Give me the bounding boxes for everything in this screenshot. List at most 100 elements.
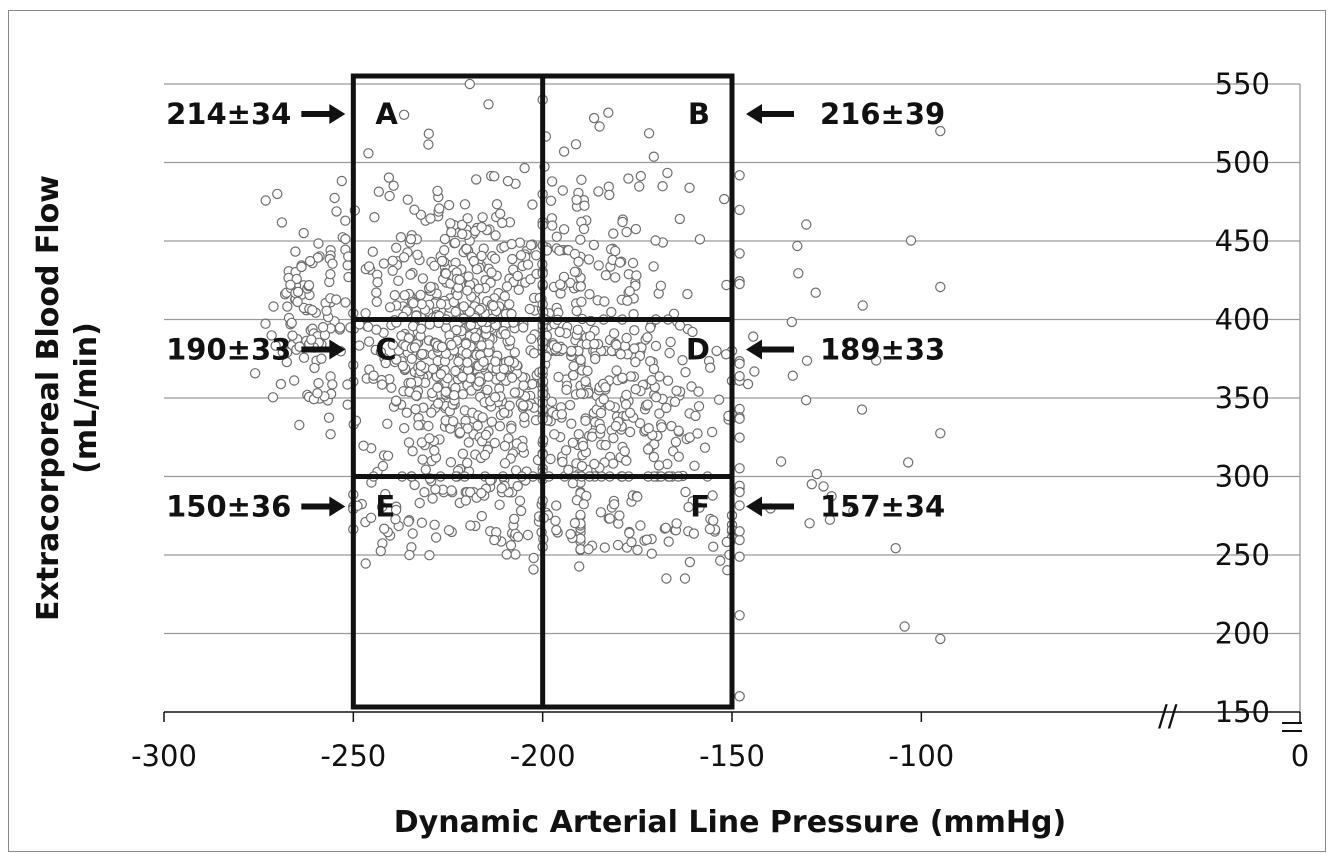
data-point bbox=[425, 213, 436, 224]
data-point bbox=[603, 107, 614, 118]
data-point bbox=[507, 253, 518, 265]
data-point bbox=[249, 368, 261, 379]
data-point bbox=[415, 323, 427, 334]
data-point bbox=[457, 448, 469, 459]
data-point bbox=[670, 436, 682, 448]
data-point bbox=[504, 299, 515, 310]
data-point bbox=[342, 399, 353, 410]
data-point bbox=[363, 148, 374, 159]
y-tick-label: 400 bbox=[1215, 303, 1270, 337]
data-point bbox=[671, 385, 682, 396]
data-point bbox=[309, 362, 320, 374]
data-point bbox=[379, 523, 390, 534]
data-point bbox=[477, 412, 488, 423]
data-point bbox=[312, 388, 323, 399]
data-point bbox=[476, 510, 487, 522]
data-point bbox=[568, 370, 579, 381]
data-point bbox=[496, 483, 507, 494]
data-point bbox=[391, 354, 402, 365]
data-point bbox=[551, 524, 562, 536]
data-point bbox=[583, 254, 595, 265]
data-point bbox=[423, 420, 434, 432]
data-point bbox=[340, 233, 351, 245]
data-point bbox=[610, 420, 622, 432]
data-point bbox=[680, 486, 691, 498]
data-point bbox=[387, 255, 398, 266]
data-point bbox=[734, 371, 745, 382]
data-point bbox=[624, 407, 636, 418]
data-point bbox=[403, 437, 415, 448]
data-point bbox=[656, 422, 667, 433]
data-point bbox=[303, 280, 315, 291]
data-point bbox=[383, 172, 395, 183]
data-point bbox=[748, 331, 759, 342]
data-point bbox=[282, 301, 293, 312]
data-point bbox=[407, 528, 418, 539]
axes: -300 -250 -200 -150 -100 0 150 200 250 300 350 400 4… bbox=[131, 67, 1309, 773]
data-point bbox=[512, 480, 523, 492]
data-point bbox=[513, 284, 525, 295]
data-point bbox=[503, 356, 515, 367]
data-point bbox=[561, 384, 572, 395]
data-point bbox=[604, 189, 615, 201]
data-point bbox=[617, 216, 628, 228]
data-point bbox=[604, 400, 616, 411]
data-point bbox=[388, 180, 399, 191]
data-point bbox=[554, 326, 565, 338]
data-point bbox=[506, 423, 517, 434]
data-point bbox=[387, 339, 399, 350]
data-point bbox=[595, 507, 607, 518]
data-point bbox=[410, 404, 421, 415]
data-point bbox=[331, 206, 342, 217]
region-label-A: A bbox=[375, 97, 398, 131]
data-point bbox=[624, 527, 635, 539]
data-point bbox=[387, 265, 398, 276]
data-point bbox=[575, 388, 587, 399]
data-point bbox=[578, 499, 590, 510]
data-point bbox=[630, 223, 642, 235]
data-point bbox=[674, 320, 686, 331]
data-point bbox=[462, 285, 473, 296]
data-point bbox=[575, 509, 586, 521]
data-point bbox=[565, 528, 576, 540]
data-point bbox=[402, 194, 413, 205]
data-point bbox=[599, 296, 610, 307]
data-point bbox=[648, 151, 660, 162]
data-point bbox=[450, 365, 461, 377]
data-point bbox=[586, 431, 598, 442]
data-point bbox=[430, 532, 442, 543]
data-point bbox=[401, 407, 412, 418]
data-point bbox=[472, 420, 483, 431]
data-point bbox=[423, 128, 434, 139]
data-point bbox=[306, 334, 317, 345]
data-point bbox=[655, 280, 667, 291]
arrow-head bbox=[746, 339, 762, 360]
data-point bbox=[590, 353, 601, 365]
data-point bbox=[598, 394, 609, 405]
data-point bbox=[648, 451, 660, 463]
data-point bbox=[608, 458, 619, 469]
data-point bbox=[557, 456, 568, 468]
data-point bbox=[504, 400, 515, 411]
data-point bbox=[734, 500, 745, 511]
data-point bbox=[699, 442, 711, 453]
data-point bbox=[499, 407, 510, 418]
x-tick-label: 0 bbox=[1291, 739, 1309, 773]
data-point bbox=[375, 545, 386, 557]
data-point bbox=[526, 333, 537, 344]
data-point bbox=[286, 317, 297, 329]
data-point bbox=[573, 256, 584, 267]
data-point bbox=[270, 340, 281, 351]
data-point bbox=[465, 520, 476, 531]
data-point bbox=[415, 360, 427, 371]
y-tick-label: 500 bbox=[1215, 146, 1270, 180]
data-point bbox=[471, 174, 482, 185]
data-point bbox=[423, 139, 434, 150]
data-point bbox=[449, 237, 461, 249]
data-point bbox=[413, 420, 424, 431]
data-point bbox=[734, 526, 745, 537]
data-point bbox=[576, 296, 587, 307]
data-point bbox=[684, 556, 696, 568]
data-point bbox=[448, 390, 460, 401]
data-point bbox=[646, 548, 658, 559]
